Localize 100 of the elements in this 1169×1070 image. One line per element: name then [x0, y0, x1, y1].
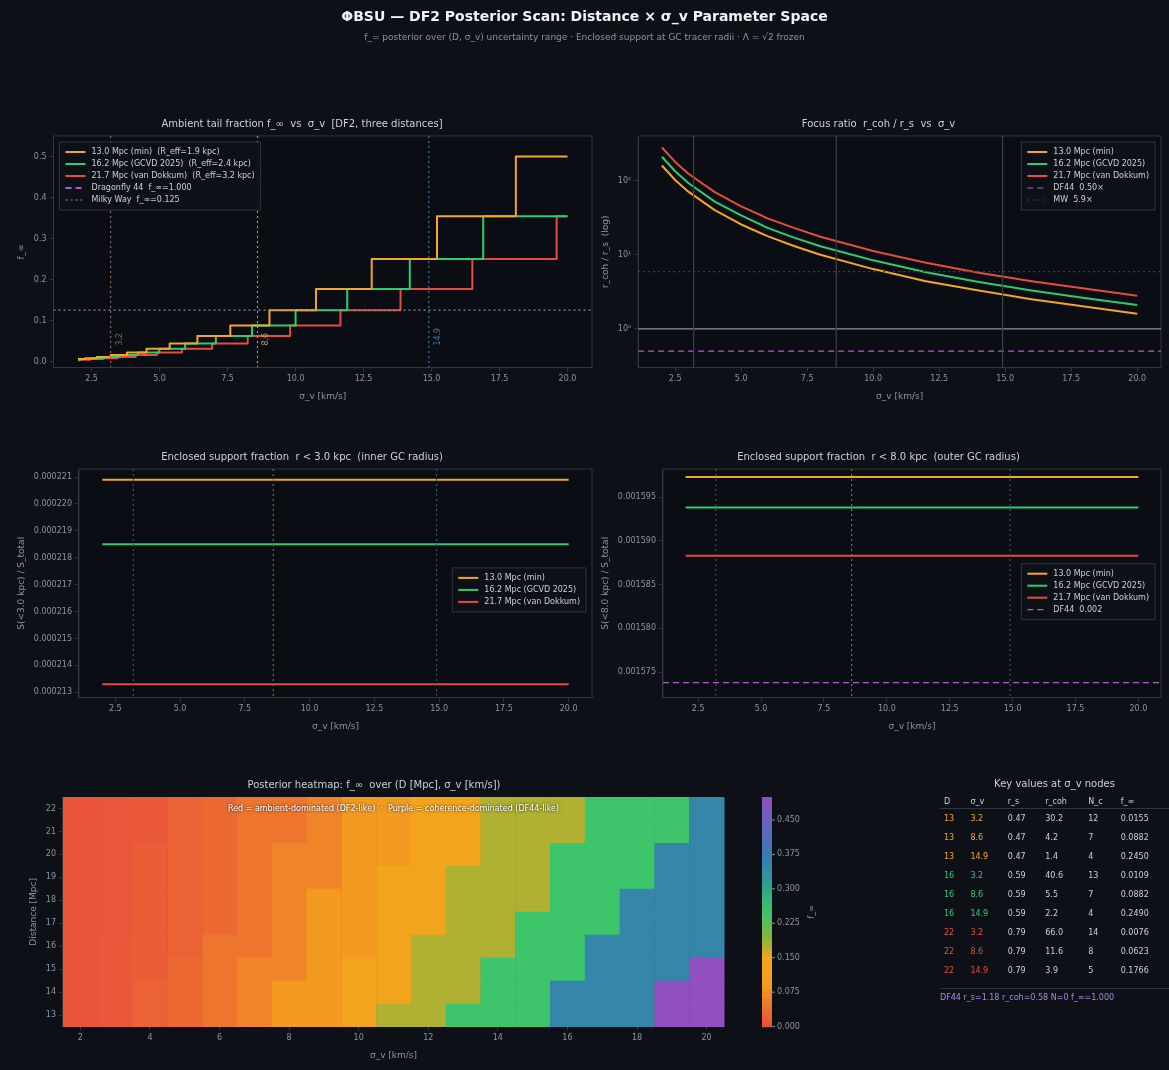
legend-label: 16.2 Mpc (GCVD 2025) [1053, 159, 1146, 169]
x-tick-label: 20.0 [558, 374, 577, 384]
y-axis-title: r_coh / r_s (log) [599, 215, 610, 289]
text: 8.6 [970, 947, 984, 956]
text: 14.9 [970, 909, 989, 918]
x-tick-label: 10.0 [864, 374, 883, 384]
color-bar-label: 0.225 [777, 918, 800, 928]
x-tick-label: 20.0 [559, 704, 578, 714]
legend-label: Milky Way f_∞=0.125 [91, 195, 180, 205]
x-tick-label: 10.0 [300, 704, 319, 714]
legend-label: 13.0 Mpc (min) [1053, 568, 1114, 578]
text: 8.6 [970, 890, 984, 899]
category-label: f_∞ [1116, 795, 1169, 809]
y-tick-label: 0.000218 [33, 552, 72, 562]
text: 0.0076 [1120, 928, 1149, 937]
y-axis-title: f_∞ [15, 244, 26, 260]
legend-label: 13.0 Mpc (min) (R_eff=1.9 kpc) [91, 147, 220, 157]
text: 0.59 [1007, 909, 1026, 918]
text: 3.2 [970, 814, 984, 823]
text: 3.2 [970, 871, 984, 880]
x-tick-label: 12.5 [930, 374, 949, 384]
x-tick-label: 15.0 [422, 374, 441, 384]
x-tick-label: 2.5 [85, 374, 98, 384]
color-bar-title: f_∞ [807, 905, 817, 919]
x-tick-label: 5.0 [734, 374, 748, 384]
text: 22 [944, 966, 955, 975]
x-tick-label: 17.5 [1062, 374, 1081, 384]
text: 0.0623 [1120, 947, 1149, 956]
text: 1.4 [1045, 852, 1058, 861]
color-bar-label: 0.000 [777, 1021, 800, 1031]
y-tick-label: 0.000215 [33, 633, 72, 643]
x-tick-label: 7.5 [238, 704, 252, 714]
y-tick-label: 0.001575 [617, 667, 656, 677]
x-tick-label: 4 [147, 1033, 153, 1043]
y-tick-label: 0.000217 [33, 579, 72, 589]
y-tick-label: 0.000221 [33, 472, 72, 482]
text: 5.5 [1045, 890, 1058, 899]
x-axis-title: σ_v [km/s] [311, 720, 360, 731]
category-label: r_s [1003, 795, 1042, 809]
x-tick-label: 20 [701, 1033, 712, 1043]
y-tick-label: 15 [45, 964, 56, 974]
y-tick-label: 14 [45, 987, 56, 997]
x-tick-label: 6 [216, 1033, 223, 1043]
x-tick-label: 12 [423, 1033, 434, 1043]
text: 40.6 [1045, 871, 1064, 880]
text: 0.79 [1007, 947, 1026, 956]
y-tick-label: 0.2 [33, 274, 47, 284]
text: 0.0109 [1120, 871, 1149, 880]
text: 0.79 [1007, 966, 1026, 975]
text: 13 [944, 852, 955, 861]
text: 0.79 [1007, 928, 1026, 937]
x-tick-label: 2.5 [108, 704, 122, 714]
ref-line-label: 14.9 [432, 327, 442, 346]
y-tick-label: 0.000216 [33, 606, 72, 616]
text: 11.6 [1045, 947, 1064, 956]
text: 2.2 [1045, 909, 1058, 918]
legend-label: MW 5.9× [1053, 195, 1093, 205]
legend-label: DF44 0.002 [1053, 604, 1103, 614]
text: ΦBSU — DF2 Posterior Scan: Distance × σ_v Parameter Space [340, 8, 829, 24]
x-axis-title: σ_v [km/s] [876, 390, 924, 401]
y-tick-label: 0.000213 [33, 687, 72, 697]
x-tick-label: 2.5 [668, 374, 682, 384]
text: 16 [944, 871, 955, 880]
y-tick-label: 0.0 [33, 356, 47, 366]
y-tick-label: 10¹ [617, 249, 632, 259]
x-tick-label: 17.5 [1066, 704, 1085, 714]
text: 0.0155 [1120, 814, 1149, 823]
x-axis-title: σ_v [km/s] [299, 390, 347, 401]
y-tick-label: 20 [45, 849, 56, 859]
text: 13 [944, 814, 955, 823]
x-tick-label: 17.5 [490, 374, 509, 384]
annotation: Red = ambient-dominated (DF2-like) · Purple = coherence-dominated (DF44-like) [227, 804, 560, 813]
text: 5 [1088, 966, 1094, 975]
legend-label: 21.7 Mpc (van Dokkum) [484, 596, 581, 606]
ref-line-label: 3.2 [114, 332, 124, 346]
x-tick-label: 5.0 [173, 704, 187, 714]
legend-label: 16.2 Mpc (GCVD 2025) [1053, 580, 1146, 590]
y-tick-label: 0.001580 [617, 623, 656, 633]
color-bar-label: 0.075 [777, 987, 800, 997]
x-tick-label: 10.0 [877, 704, 896, 714]
text: DF44 r_s=1.18 r_coh=0.58 N=0 f_∞=1.000 [940, 988, 1169, 1002]
chart-title: Ambient tail fraction f_∞ vs σ_v [DF2, three distances] [161, 117, 443, 130]
text: Key values at σ_v nodes [993, 778, 1116, 789]
color-bar-label: 0.450 [777, 815, 800, 825]
color-bar-label: 0.150 [777, 952, 800, 962]
legend-label: 16.2 Mpc (GCVD 2025) [484, 584, 577, 594]
x-tick-label: 12.5 [940, 704, 959, 714]
y-tick-label: 10⁰ [617, 323, 632, 333]
legend-label: 21.7 Mpc (van Dokkum) [1053, 592, 1150, 602]
y-tick-label: 16 [45, 941, 56, 951]
text: 7 [1088, 833, 1094, 842]
x-tick-label: 16 [562, 1033, 573, 1043]
text: 4 [1088, 852, 1094, 861]
text: 22 [944, 928, 955, 937]
y-tick-label: 21 [45, 826, 56, 836]
text: 0.47 [1007, 852, 1026, 861]
legend-label: 13.0 Mpc (min) [1053, 147, 1114, 157]
y-tick-label: 0.000214 [33, 660, 72, 670]
text: 0.59 [1007, 871, 1026, 880]
x-tick-label: 20.0 [1129, 704, 1148, 714]
